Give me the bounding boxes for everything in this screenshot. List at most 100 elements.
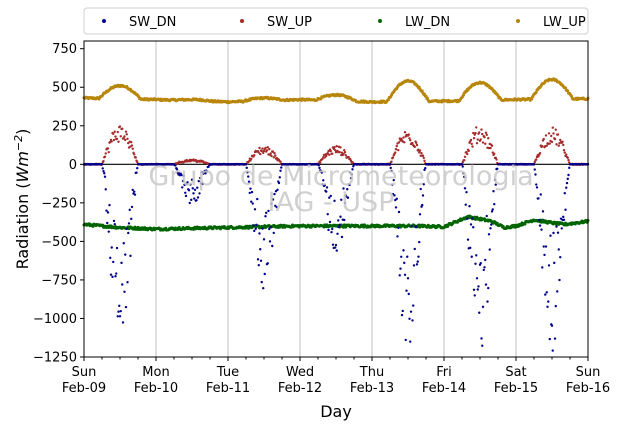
sw-dn-point: [560, 227, 563, 230]
sw-up-point: [490, 144, 494, 147]
sw-dn-point: [199, 176, 202, 180]
sw-up-point: [126, 137, 129, 140]
sw-dn-point: [478, 311, 481, 314]
sw-dn-point: [482, 268, 485, 272]
sw-up-point: [413, 145, 416, 149]
x-axis: SunFeb-09MonFeb-10TueFeb-11WedFeb-12ThuF…: [62, 357, 610, 396]
sw-dn-point: [475, 254, 478, 257]
sw-dn-point: [538, 218, 541, 222]
sw-dn-point: [465, 190, 468, 194]
sw-dn-point: [463, 187, 467, 190]
lw-up-point: [387, 98, 390, 102]
y-axis: −1250 −1000 −750 −500 −250 0 250 500 750: [33, 42, 84, 366]
sw-dn-point: [187, 189, 191, 192]
sw-up-point: [121, 127, 124, 130]
sw-dn-point: [195, 199, 198, 202]
sw-up-point: [550, 140, 554, 144]
sw-up-point: [568, 161, 571, 164]
sw-dn-point: [104, 188, 107, 191]
sw-up-point: [119, 135, 122, 138]
sw-up-point: [107, 150, 110, 154]
sw-up-point: [484, 131, 488, 134]
sw-dn-point: [331, 243, 335, 246]
lw-up-point: [534, 90, 538, 94]
sw-up-point: [112, 132, 115, 135]
sw-dn-point: [174, 164, 177, 167]
sw-up-point: [566, 156, 569, 159]
x-tick-label-day: Fri: [436, 365, 452, 380]
sw-dn-point: [552, 231, 555, 235]
sw-dn-point: [126, 281, 129, 284]
sw-up-point: [467, 149, 470, 153]
sw-dn-point: [549, 234, 552, 237]
sw-dn-point: [562, 218, 566, 221]
sw-dn-point: [389, 166, 392, 170]
sw-dn-point: [327, 228, 330, 232]
sw-dn-point: [343, 218, 346, 222]
sw-up-point: [118, 125, 122, 128]
sw-dn-point: [115, 272, 118, 275]
sw-up-point: [469, 138, 473, 142]
sw-dn-point: [340, 198, 343, 201]
sw-dn-point: [565, 181, 569, 185]
sw-dn-point: [123, 290, 126, 293]
sw-dn-point: [117, 310, 120, 313]
sw-dn-point: [418, 240, 421, 244]
y-tick-label: −500: [41, 235, 77, 250]
sw-dn-point: [323, 183, 326, 187]
sw-dn-point: [489, 227, 492, 230]
sw-dn-point: [346, 196, 350, 199]
y-axis-title: Radiation (Wm−2): [12, 129, 32, 270]
sw-up-point: [273, 152, 276, 155]
sw-dn-point: [251, 202, 254, 205]
legend-marker: [516, 19, 520, 23]
sw-dn-point: [253, 208, 257, 211]
sw-dn-point: [565, 186, 568, 189]
y-tick-label: 0: [69, 158, 77, 173]
sw-dn-point: [556, 231, 560, 234]
sw-up-point: [394, 148, 398, 151]
x-tick-label-day: Sun: [576, 365, 601, 380]
grid-lines: [155, 41, 517, 357]
sw-up-point: [331, 152, 334, 155]
sw-dn-point: [419, 187, 422, 191]
sw-up-point: [418, 151, 421, 154]
sw-up-point: [130, 141, 133, 144]
sw-up-point: [475, 142, 479, 145]
sw-dn-point: [268, 227, 271, 231]
sw-up-point: [483, 136, 486, 139]
sw-dn-point: [564, 208, 567, 211]
sw-dn-point: [193, 188, 197, 191]
sw-dn-point: [409, 340, 412, 343]
sw-dn-point: [559, 255, 562, 259]
sw-dn-point: [254, 227, 257, 230]
sw-up-point: [403, 131, 407, 134]
sw-up-point: [103, 155, 107, 158]
sw-dn-point: [408, 317, 411, 320]
sw-dn-point: [477, 285, 480, 288]
y-axis-title-prefix: Radiation (: [13, 182, 32, 269]
sw-dn-point: [539, 193, 542, 196]
sw-dn-point: [406, 255, 409, 258]
sw-up-point: [411, 141, 414, 145]
sw-dn-point: [120, 261, 123, 265]
sw-dn-point: [533, 168, 536, 171]
sw-dn-point: [105, 209, 108, 212]
sw-up-point: [470, 142, 473, 146]
sw-up-point: [547, 132, 551, 135]
sw-up-point: [415, 141, 418, 145]
sw-dn-point: [102, 170, 105, 173]
sw-dn-point: [267, 209, 270, 213]
sw-up-point: [279, 160, 282, 163]
sw-dn-point: [205, 170, 209, 173]
sw-dn-point: [547, 264, 551, 267]
sw-dn-point: [491, 208, 494, 211]
legend-marker: [378, 19, 382, 23]
sw-dn-point: [534, 173, 537, 176]
sw-dn-point: [118, 315, 122, 318]
sw-up-point: [102, 159, 105, 163]
sw-dn-point: [471, 217, 474, 220]
sw-up-point: [485, 133, 488, 137]
sw-up-point: [463, 159, 466, 162]
y-axis-title-unit: Wm: [13, 151, 32, 182]
